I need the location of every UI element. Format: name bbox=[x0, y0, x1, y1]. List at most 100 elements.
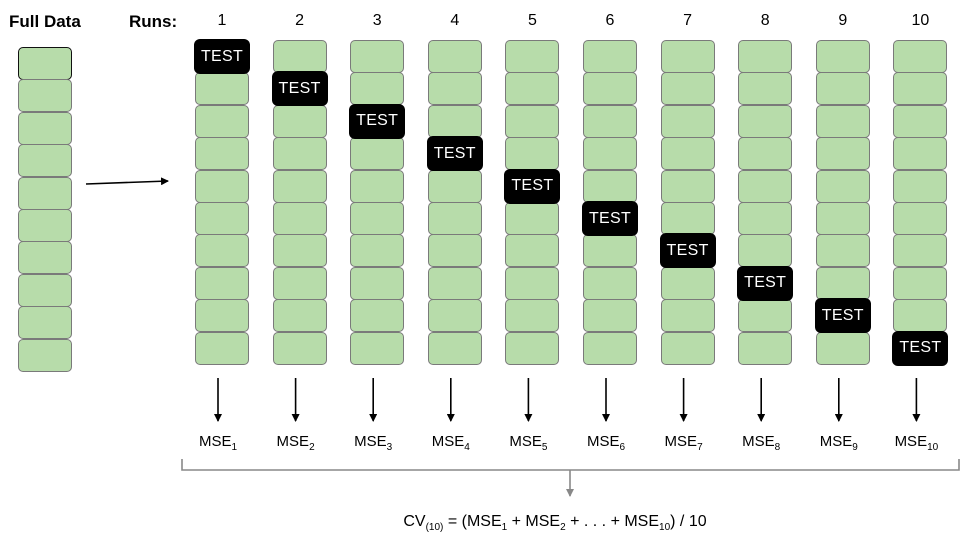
fold-block bbox=[738, 169, 793, 203]
test-fold-badge: TEST bbox=[271, 71, 328, 107]
fold-block bbox=[738, 331, 793, 365]
fold-block bbox=[815, 137, 870, 171]
run-number-label: 10 bbox=[911, 12, 930, 29]
mse-text: MSE bbox=[198, 433, 232, 450]
fold-block bbox=[893, 72, 948, 106]
fold-block bbox=[505, 266, 560, 300]
fold-block bbox=[660, 40, 715, 73]
fold-block bbox=[272, 234, 327, 268]
runs-heading: Runs: bbox=[129, 12, 178, 31]
mse-text: MSE bbox=[664, 433, 698, 450]
fold-block bbox=[583, 331, 637, 365]
data-to-runs-arrow bbox=[85, 177, 169, 186]
fold-block bbox=[738, 104, 793, 138]
mse-label: MSE9 bbox=[804, 434, 874, 453]
mse-text: MSE bbox=[894, 433, 928, 450]
formula-subscript: 10 bbox=[659, 522, 671, 534]
mse-subscript: 6 bbox=[619, 442, 626, 453]
mse-subscript: 2 bbox=[309, 442, 315, 453]
cv-subscript: (10) bbox=[425, 522, 444, 534]
full-data-fold bbox=[18, 79, 72, 113]
fold-block bbox=[195, 72, 249, 106]
fold-block bbox=[583, 169, 637, 203]
fold-block bbox=[583, 234, 637, 268]
fold-block bbox=[272, 104, 327, 138]
run-number-label: 1 bbox=[217, 12, 227, 29]
fold-block bbox=[505, 72, 560, 106]
fold-block bbox=[815, 104, 870, 138]
mse-subscript: 1 bbox=[231, 442, 238, 453]
mse-label: MSE1 bbox=[183, 434, 253, 453]
fold-block bbox=[505, 299, 560, 333]
mse-text: MSE bbox=[509, 433, 542, 450]
test-fold-badge: TEST bbox=[426, 136, 483, 172]
run-number-label: 4 bbox=[450, 12, 460, 29]
fold-block bbox=[272, 331, 327, 365]
formula-subscript: 2 bbox=[560, 522, 566, 534]
mse-label: MSE10 bbox=[881, 434, 951, 453]
fold-block bbox=[660, 266, 715, 300]
formula-part: + . . . + MSE bbox=[565, 513, 660, 530]
fold-block bbox=[738, 72, 793, 106]
fold-block bbox=[350, 234, 405, 268]
cv-formula: CV(10) = (MSE1 + MSE2 + . . . + MSE10) /… bbox=[0, 514, 960, 533]
fold-block bbox=[583, 72, 637, 106]
fold-block bbox=[272, 202, 327, 235]
mse-subscript: 7 bbox=[697, 442, 703, 453]
mse-label: MSE2 bbox=[261, 434, 331, 453]
fold-block bbox=[815, 202, 870, 235]
mse-subscript: 9 bbox=[852, 442, 858, 453]
fold-block bbox=[350, 72, 405, 106]
mse-subscript: 3 bbox=[386, 442, 393, 453]
fold-block bbox=[427, 202, 482, 235]
fold-block bbox=[350, 331, 405, 365]
fold-block bbox=[815, 40, 870, 73]
mse-label: MSE3 bbox=[338, 434, 408, 453]
run-number-label: 9 bbox=[838, 12, 848, 29]
mse-text: MSE bbox=[276, 433, 310, 450]
fold-block bbox=[505, 331, 560, 365]
test-fold-badge: TEST bbox=[737, 265, 794, 301]
mse-bracket bbox=[181, 459, 960, 471]
fold-block bbox=[505, 104, 560, 138]
mse-label: MSE8 bbox=[726, 434, 796, 453]
run-number-label: 8 bbox=[760, 12, 770, 29]
mse-label: MSE5 bbox=[493, 434, 563, 453]
formula-subscript: 1 bbox=[501, 522, 508, 534]
fold-block bbox=[660, 169, 715, 203]
fold-block bbox=[350, 169, 405, 203]
test-fold-badge: TEST bbox=[194, 39, 250, 74]
full-data-fold bbox=[18, 241, 72, 275]
mse-subscript: 5 bbox=[541, 442, 548, 453]
fold-block bbox=[893, 169, 948, 203]
full-data-fold bbox=[18, 47, 72, 80]
cv-symbol: CV bbox=[403, 513, 426, 530]
mse-label: MSE6 bbox=[571, 434, 641, 453]
mse-label: MSE4 bbox=[416, 434, 486, 453]
test-fold-badge: TEST bbox=[659, 233, 716, 269]
fold-block bbox=[738, 202, 793, 235]
fold-block bbox=[738, 234, 793, 268]
run-number-label: 2 bbox=[295, 12, 305, 29]
mse-text: MSE bbox=[431, 433, 465, 450]
fold-block bbox=[583, 40, 637, 73]
run-number-label: 5 bbox=[527, 12, 537, 29]
fold-block bbox=[660, 202, 715, 235]
test-fold-badge: TEST bbox=[582, 201, 638, 236]
fold-block bbox=[815, 331, 870, 365]
mse-text: MSE bbox=[819, 433, 853, 450]
fold-block bbox=[427, 72, 482, 106]
fold-block bbox=[660, 331, 715, 365]
run-number-label: 3 bbox=[372, 12, 382, 29]
fold-block bbox=[893, 266, 948, 300]
fold-block bbox=[195, 299, 249, 333]
fold-block bbox=[660, 137, 715, 171]
mse-subscript: 10 bbox=[927, 442, 939, 453]
full-data-fold bbox=[18, 306, 72, 340]
fold-block bbox=[660, 104, 715, 138]
fold-block bbox=[505, 234, 560, 268]
formula-part: = (MSE bbox=[443, 513, 502, 530]
fold-block bbox=[893, 202, 948, 235]
test-fold-badge: TEST bbox=[349, 103, 406, 139]
